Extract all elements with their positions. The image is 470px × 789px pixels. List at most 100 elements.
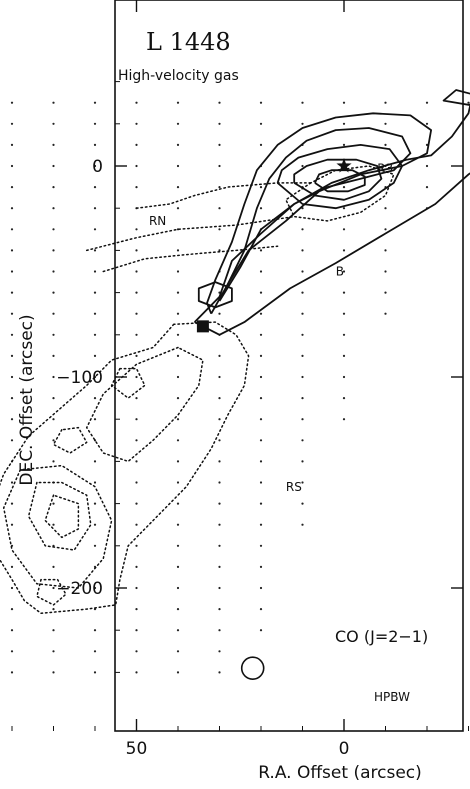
grid-dot (425, 186, 429, 189)
grid-dot (342, 375, 346, 379)
grid-dot (135, 586, 138, 590)
grid-dot (259, 207, 263, 210)
grid-dot (218, 186, 221, 189)
grid-dot (52, 101, 55, 104)
grid-dot (218, 608, 221, 611)
grid-dot (135, 460, 138, 463)
grid-dot (259, 186, 263, 189)
red-contour (27, 481, 92, 551)
grid-dot (176, 164, 180, 168)
grid-dot (218, 228, 221, 231)
grid-dot (52, 565, 55, 569)
grid-dot (176, 460, 180, 463)
grid-dot (10, 333, 14, 336)
region-labels: RN R3 B RS (149, 161, 393, 494)
plot-frame (114, 0, 464, 732)
grid-dot (93, 397, 97, 400)
grid-dot (135, 523, 138, 526)
square-marker (196, 320, 209, 333)
grid-dot (218, 629, 221, 632)
region-label: B (336, 265, 344, 279)
grid-dot (52, 629, 55, 632)
grid-dot (52, 523, 55, 526)
grid-dot (342, 101, 346, 104)
grid-dot (52, 502, 55, 505)
grid-dot (176, 249, 180, 252)
chart-subtitle: High-velocity gas (118, 68, 239, 84)
grid-dot (176, 523, 180, 526)
grid-dot (10, 249, 14, 252)
grid-dot (301, 523, 304, 526)
grid-dot (10, 186, 14, 189)
grid-dot (218, 418, 221, 421)
grid-dot (52, 671, 55, 674)
grid-dot (176, 565, 180, 569)
grid-dot (135, 418, 138, 421)
grid-dot (425, 101, 429, 104)
red-contour (36, 578, 67, 606)
grid-dot (93, 186, 97, 189)
grid-dot (52, 249, 55, 252)
grid-dot (135, 101, 138, 104)
grid-dot (301, 460, 304, 463)
grid-dot (93, 228, 97, 231)
grid-dot (176, 143, 180, 146)
x-axis-label: R.A. Offset (arcsec) (258, 763, 422, 783)
grid-dot (218, 122, 221, 125)
grid-dot (301, 502, 304, 505)
grid-dot (301, 375, 304, 379)
grid-dot (10, 629, 14, 632)
grid-dot (93, 502, 97, 505)
grid-dot (259, 439, 263, 442)
grid-dot (259, 143, 263, 146)
grid-dot (176, 650, 180, 653)
grid-dot (93, 586, 97, 590)
grid-dot (135, 502, 138, 505)
grid-dot (218, 354, 221, 357)
beam-circle (240, 656, 265, 680)
grid-dot (10, 565, 14, 569)
grid-dot (52, 143, 55, 146)
red-contour (85, 346, 204, 463)
grid-dot (301, 439, 304, 442)
grid-dot (301, 333, 304, 336)
grid-dot (384, 270, 387, 273)
grid-dot (218, 671, 221, 674)
grid-dot (384, 249, 387, 252)
grid-dot (301, 397, 304, 400)
grid-dot (93, 122, 97, 125)
grid-dot (135, 375, 138, 379)
grid-dot (218, 586, 221, 590)
grid-dot (135, 333, 138, 336)
grid-dot (52, 228, 55, 231)
grid-dot (218, 101, 221, 104)
grid-dot (259, 333, 263, 336)
blue-contour (206, 112, 432, 315)
grid-dot (342, 143, 346, 146)
grid-dot (218, 397, 221, 400)
grid-dot (176, 207, 180, 210)
grid-dot (93, 544, 97, 547)
grid-dot (176, 481, 180, 484)
grid-dot (218, 502, 221, 505)
grid-dot (467, 101, 470, 104)
y-tick-label: −200 (56, 579, 103, 599)
y-tick-label: 0 (92, 157, 103, 177)
grid-dot (342, 249, 346, 252)
blue-contour (276, 144, 403, 210)
grid-dot (384, 207, 387, 210)
grid-dot (218, 439, 221, 442)
grid-dot (259, 460, 263, 463)
grid-dot (52, 418, 55, 421)
grid-dot (342, 291, 346, 294)
grid-dot (135, 481, 138, 484)
grid-dot (176, 671, 180, 674)
red-contour (2, 464, 113, 589)
x-tick-label: 0 (339, 739, 350, 759)
grid-dot (176, 122, 180, 125)
grid-dot (52, 270, 55, 273)
grid-dot (135, 397, 138, 400)
grid-dot (52, 207, 55, 210)
grid-dot (259, 249, 263, 252)
grid-dot (135, 439, 138, 442)
